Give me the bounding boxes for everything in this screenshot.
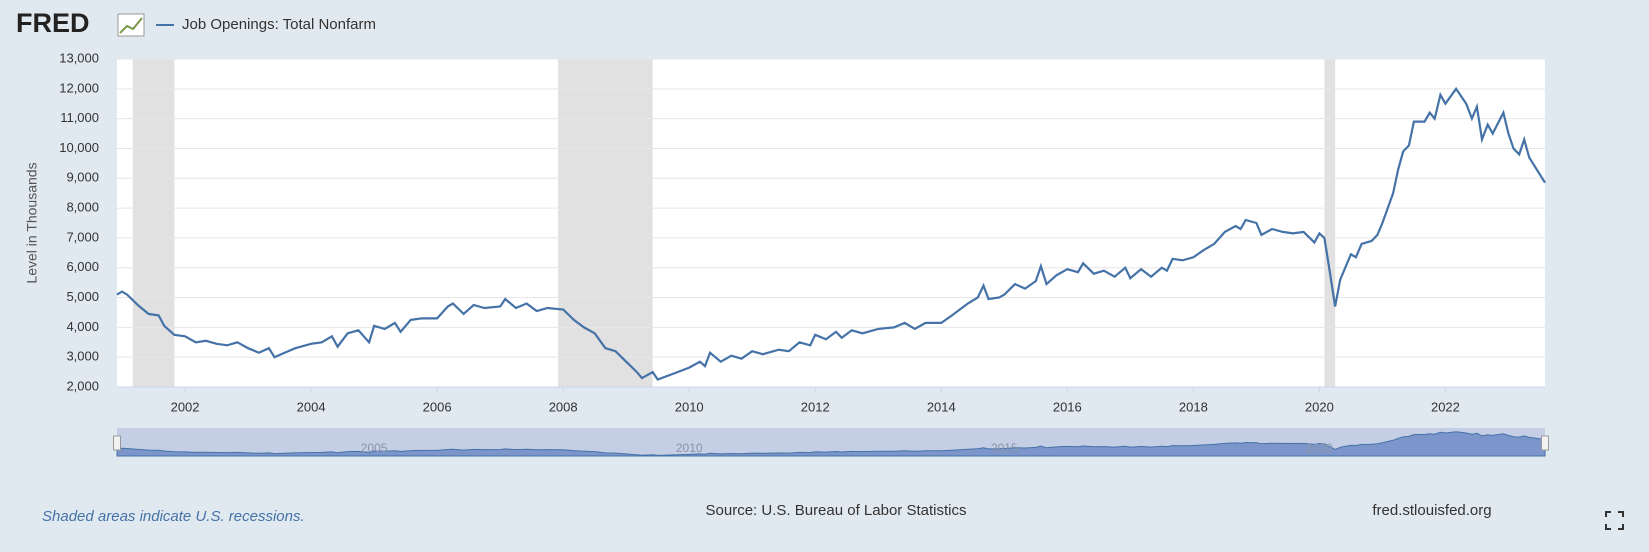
series-line: [116, 86, 1546, 381]
y-tick-label: 8,000: [66, 200, 99, 215]
logo-icon: [117, 13, 145, 37]
y-tick-label: 2,000: [66, 378, 99, 393]
fullscreen-button[interactable]: [1605, 511, 1624, 530]
navigator-area: [116, 431, 1546, 457]
y-tick-label: 5,000: [66, 289, 99, 304]
x-tick-label: 2008: [549, 399, 578, 414]
y-axis-label: Level in Thousands: [24, 162, 40, 283]
y-tick-label: 11,000: [60, 110, 99, 125]
y-tick-label: 10,000: [59, 140, 99, 155]
y-tick-label: 4,000: [66, 319, 99, 334]
x-tick-label: 2020: [1305, 399, 1334, 414]
recession-note: Shaded areas indicate U.S. recessions.: [42, 508, 305, 525]
y-tick-label: 12,000: [59, 80, 99, 95]
navigator-tick-label: 2005: [361, 441, 388, 455]
recession-band: [558, 59, 653, 387]
x-tick-label: 2012: [801, 399, 830, 414]
x-tick-label: 2002: [171, 399, 200, 414]
x-tick-label: 2006: [423, 399, 452, 414]
navigator-handle[interactable]: [1541, 435, 1549, 451]
y-tick-label: 6,000: [66, 259, 99, 274]
x-tick-label: 2004: [297, 399, 326, 414]
navigator-tick-label: 2020: [1306, 441, 1333, 455]
legend-label[interactable]: Job Openings: Total Nonfarm: [182, 16, 376, 33]
logo[interactable]: FRED: [16, 8, 90, 38]
navigator-tick-label: 2010: [676, 441, 703, 455]
x-tick-label: 2010: [675, 399, 704, 414]
recession-band: [1324, 59, 1336, 387]
site-link[interactable]: fred.stlouisfed.org: [1372, 502, 1491, 519]
x-tick-label: 2022: [1431, 399, 1460, 414]
navigator-handle[interactable]: [113, 435, 121, 451]
x-tick-label: 2018: [1179, 399, 1208, 414]
x-tick-label: 2016: [1053, 399, 1082, 414]
y-tick-label: 7,000: [66, 229, 99, 244]
y-tick-label: 13,000: [59, 50, 99, 65]
recession-band: [132, 59, 175, 387]
source: Source: U.S. Bureau of Labor Statistics: [706, 502, 967, 519]
logo-icon-line: [119, 17, 143, 34]
y-tick-label: 3,000: [66, 349, 99, 364]
y-tick-label: 9,000: [66, 170, 99, 185]
navigator-tick-label: 2015: [991, 441, 1018, 455]
x-tick-label: 2014: [927, 399, 956, 414]
